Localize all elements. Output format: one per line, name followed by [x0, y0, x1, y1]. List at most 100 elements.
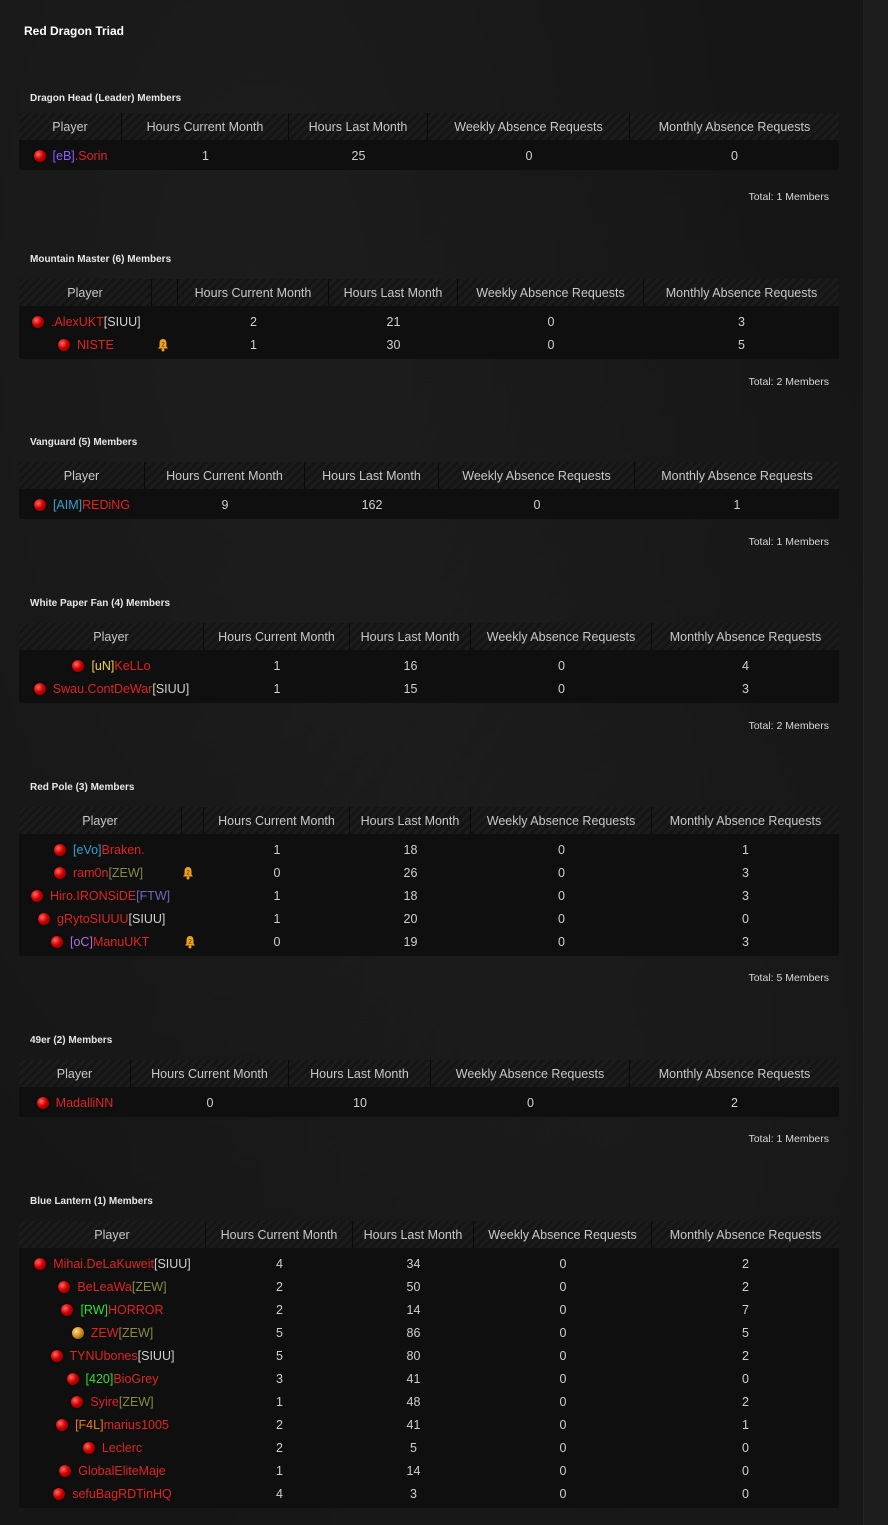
- player-name[interactable]: gRytoSIUUU: [57, 911, 129, 926]
- player-cell[interactable]: Syire[ZEW]: [19, 1390, 206, 1413]
- bell-notification-icon[interactable]: 2: [181, 866, 195, 880]
- player-cell[interactable]: MadalliNN: [19, 1087, 131, 1117]
- monthly-absence-cell: 1: [742, 1417, 749, 1432]
- status-dot-icon: [32, 315, 44, 328]
- player-name[interactable]: GlobalEliteMaje: [78, 1463, 166, 1478]
- column-header-monthly-absence[interactable]: Monthly Absence Requests: [644, 279, 839, 306]
- column-header-weekly-absence[interactable]: Weekly Absence Requests: [439, 462, 635, 489]
- weekly-absence-cell: 0: [525, 148, 533, 163]
- player-cell[interactable]: [eVo]Braken.: [19, 834, 204, 861]
- player-name[interactable]: REDiNG: [82, 497, 131, 512]
- player-name[interactable]: Mihai.DeLaKuweit: [53, 1256, 154, 1271]
- column-header-hours-current[interactable]: Hours Current Month: [145, 462, 305, 489]
- player-cell[interactable]: [oC]ManuUKT 2: [19, 930, 204, 956]
- weekly-absence-cell: 0: [558, 865, 565, 880]
- player-cell[interactable]: NISTE 2: [19, 333, 178, 359]
- player-name[interactable]: Hiro.IRONSiDE: [50, 888, 137, 903]
- player-name[interactable]: Syire: [90, 1394, 119, 1409]
- column-header-player[interactable]: Player: [19, 1221, 206, 1248]
- column-header-weekly-absence[interactable]: Weekly Absence Requests: [471, 623, 652, 650]
- player-name[interactable]: HORROR: [107, 1302, 164, 1317]
- player-name[interactable]: sefuBagRDTinHQ: [72, 1486, 172, 1501]
- column-header-hours-current[interactable]: Hours Current Month: [178, 279, 329, 306]
- player-cell[interactable]: ZEW[ZEW]: [19, 1321, 206, 1344]
- column-header-player[interactable]: Player: [19, 807, 182, 834]
- player-name[interactable]: Braken.: [101, 842, 145, 857]
- player-cell[interactable]: Hiro.IRONSiDE[FTW]: [19, 884, 204, 907]
- column-header-weekly-absence[interactable]: Weekly Absence Requests: [471, 807, 652, 834]
- faction-page: Red Dragon Triad Dragon Head (Leader) Me…: [0, 0, 863, 1525]
- scrollbar-track[interactable]: [863, 0, 888, 1525]
- column-header-monthly-absence[interactable]: Monthly Absence Requests: [652, 807, 839, 834]
- player-name[interactable]: Swau.ContDeWar: [52, 681, 153, 696]
- rank-title: 49er (2) Members: [30, 1035, 113, 1046]
- player-name[interactable]: KeLLo: [114, 658, 151, 673]
- player-name[interactable]: .AlexUKT: [51, 314, 104, 329]
- column-header-monthly-absence[interactable]: Monthly Absence Requests: [630, 113, 839, 140]
- column-header-hours-current[interactable]: Hours Current Month: [122, 113, 289, 140]
- column-header-player[interactable]: Player: [19, 462, 145, 489]
- bell-notification-icon[interactable]: 2: [156, 338, 170, 352]
- status-dot-icon: [31, 889, 43, 902]
- player-cell[interactable]: GlobalEliteMaje: [19, 1459, 206, 1482]
- table-row: TYNUbones[SIUU] 5 80 0 2: [19, 1344, 839, 1367]
- column-header-hours-last[interactable]: Hours Last Month: [289, 113, 428, 140]
- player-cell[interactable]: [eB].Sorin: [19, 140, 122, 170]
- player-name[interactable]: MadalliNN: [55, 1095, 114, 1110]
- player-name[interactable]: TYNUbones: [69, 1348, 138, 1363]
- bell-notification-icon[interactable]: 2: [183, 935, 197, 949]
- player-name[interactable]: Leclerc: [101, 1440, 143, 1455]
- column-header-player[interactable]: Player: [19, 623, 204, 650]
- column-header-hours-current[interactable]: Hours Current Month: [206, 1221, 353, 1248]
- column-header-weekly-absence[interactable]: Weekly Absence Requests: [474, 1221, 652, 1248]
- column-header-hours-last[interactable]: Hours Last Month: [305, 462, 439, 489]
- player-cell[interactable]: [F4L]marius1005: [19, 1413, 206, 1436]
- column-header-weekly-absence[interactable]: Weekly Absence Requests: [428, 113, 630, 140]
- player-cell[interactable]: sefuBagRDTinHQ: [19, 1482, 206, 1508]
- player-cell[interactable]: [420]BioGrey: [19, 1367, 206, 1390]
- player-name[interactable]: ram0n: [73, 865, 109, 880]
- player-name[interactable]: ManuUKT: [92, 934, 150, 949]
- player-cell[interactable]: BeLeaWa[ZEW]: [19, 1275, 206, 1298]
- weekly-absence-cell: 0: [533, 497, 541, 512]
- player-cell[interactable]: TYNUbones[SIUU]: [19, 1344, 206, 1367]
- column-header-player[interactable]: Player: [19, 1060, 131, 1087]
- column-header-weekly-absence[interactable]: Weekly Absence Requests: [431, 1060, 630, 1087]
- player-cell[interactable]: [AIM]REDiNG: [19, 489, 145, 519]
- player-tag: [SIUU]: [103, 314, 141, 329]
- player-cell[interactable]: [uN]KeLLo: [19, 650, 204, 677]
- column-header-hours-current[interactable]: Hours Current Month: [131, 1060, 289, 1087]
- column-header-player[interactable]: Player: [19, 279, 152, 306]
- player-cell[interactable]: Leclerc: [19, 1436, 206, 1459]
- player-name[interactable]: ZEW: [90, 1325, 119, 1340]
- column-header-monthly-absence[interactable]: Monthly Absence Requests: [635, 462, 839, 489]
- weekly-absence-cell: 0: [559, 1486, 567, 1501]
- column-header-monthly-absence[interactable]: Monthly Absence Requests: [652, 623, 839, 650]
- table-row: GlobalEliteMaje 1 14 0 0: [19, 1459, 839, 1482]
- monthly-absence-cell: 3: [742, 681, 749, 696]
- player-name[interactable]: marius1005: [103, 1417, 169, 1432]
- player-name[interactable]: .Sorin: [74, 148, 108, 163]
- player-name[interactable]: BeLeaWa: [77, 1279, 132, 1294]
- column-header-hours-last[interactable]: Hours Last Month: [350, 807, 471, 834]
- player-cell[interactable]: Mihai.DeLaKuweit[SIUU]: [19, 1248, 206, 1275]
- column-header-hours-current[interactable]: Hours Current Month: [204, 807, 350, 834]
- player-cell[interactable]: ram0n[ZEW] 2: [19, 861, 204, 884]
- player-cell[interactable]: .AlexUKT[SIUU]: [19, 306, 178, 333]
- column-header-player[interactable]: Player: [19, 113, 122, 140]
- player-cell[interactable]: Swau.ContDeWar[SIUU]: [19, 677, 204, 703]
- column-header-hours-current[interactable]: Hours Current Month: [204, 623, 350, 650]
- player-name[interactable]: BioGrey: [113, 1371, 159, 1386]
- player-cell[interactable]: [RW]HORROR: [19, 1298, 206, 1321]
- column-header-hours-last[interactable]: Hours Last Month: [350, 623, 471, 650]
- column-header-weekly-absence[interactable]: Weekly Absence Requests: [458, 279, 644, 306]
- column-header-hours-last[interactable]: Hours Last Month: [329, 279, 458, 306]
- hours-current-cell: 2: [250, 314, 257, 329]
- rank-title: Dragon Head (Leader) Members: [30, 93, 182, 104]
- player-name[interactable]: NISTE: [77, 337, 114, 352]
- column-header-monthly-absence[interactable]: Monthly Absence Requests: [630, 1060, 839, 1087]
- column-header-monthly-absence[interactable]: Monthly Absence Requests: [652, 1221, 839, 1248]
- player-cell[interactable]: gRytoSIUUU[SIUU]: [19, 907, 204, 930]
- column-header-hours-last[interactable]: Hours Last Month: [353, 1221, 474, 1248]
- column-header-hours-last[interactable]: Hours Last Month: [289, 1060, 431, 1087]
